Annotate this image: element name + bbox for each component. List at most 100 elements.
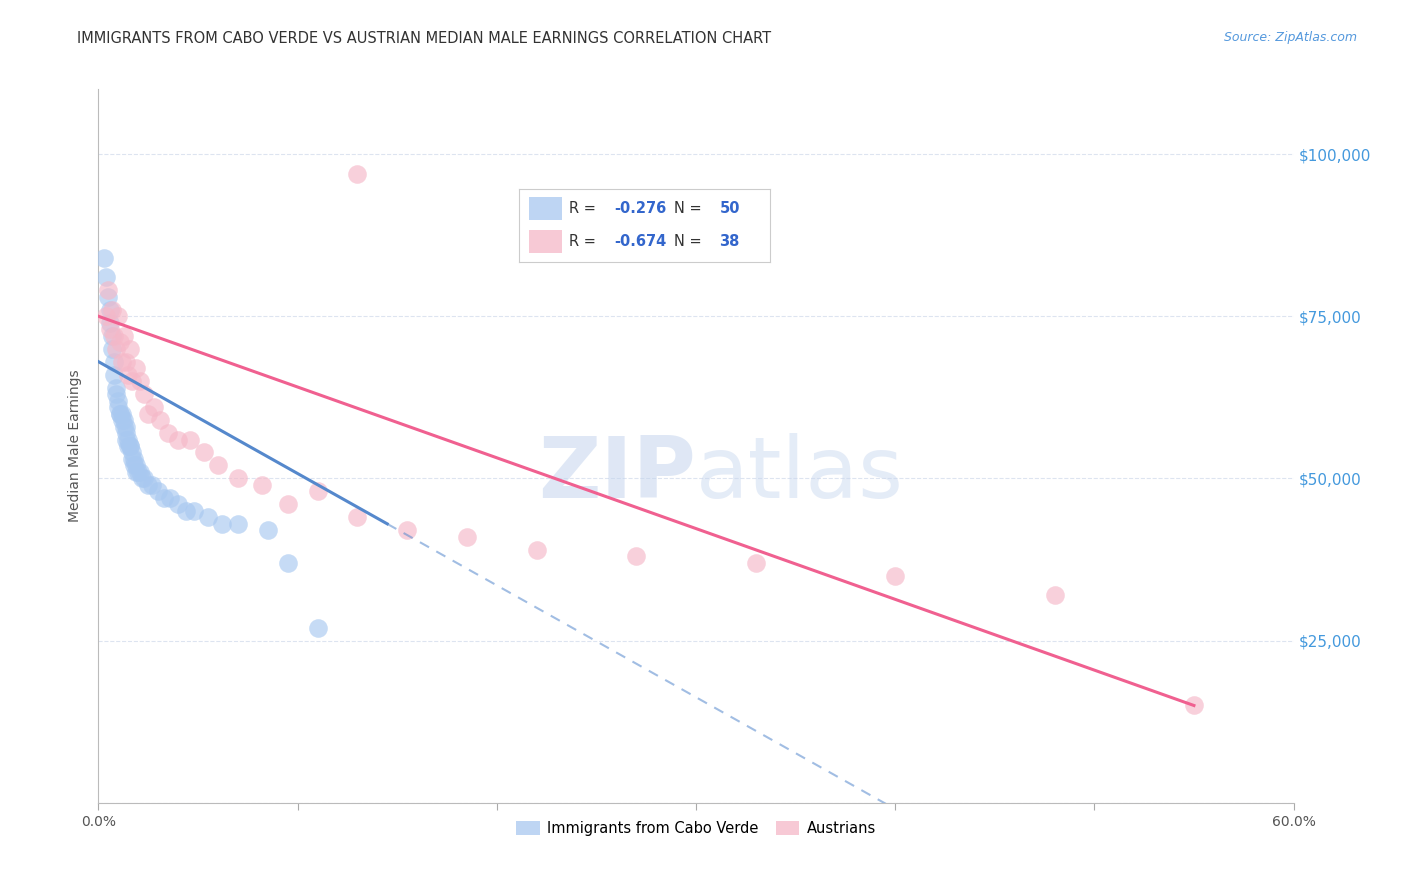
Point <box>124 458 146 473</box>
Point <box>120 439 142 453</box>
Point <box>745 556 768 570</box>
Point <box>105 387 128 401</box>
Point <box>153 491 176 505</box>
Point <box>93 251 115 265</box>
Text: -0.276: -0.276 <box>614 201 666 216</box>
Text: IMMIGRANTS FROM CABO VERDE VS AUSTRIAN MEDIAN MALE EARNINGS CORRELATION CHART: IMMIGRANTS FROM CABO VERDE VS AUSTRIAN M… <box>77 31 772 46</box>
Point <box>626 549 648 564</box>
Point <box>307 621 329 635</box>
Point <box>183 504 205 518</box>
Point <box>103 368 125 382</box>
Point <box>136 478 159 492</box>
Point <box>112 328 135 343</box>
Point <box>101 302 124 317</box>
Point <box>143 400 166 414</box>
Point <box>98 302 122 317</box>
Text: N =: N = <box>675 201 707 216</box>
Point <box>131 471 153 485</box>
Point <box>125 458 148 473</box>
Point <box>226 471 249 485</box>
Point <box>103 328 125 343</box>
Point <box>105 342 128 356</box>
Point <box>207 458 229 473</box>
Point <box>134 387 156 401</box>
Point <box>307 484 329 499</box>
Point <box>127 465 149 479</box>
Point <box>98 322 122 336</box>
Text: N =: N = <box>675 234 707 249</box>
Bar <box>529 230 561 253</box>
Point <box>157 425 180 440</box>
Point <box>134 471 156 485</box>
Point <box>193 445 215 459</box>
Point <box>107 393 129 408</box>
Point <box>107 400 129 414</box>
Point <box>125 465 148 479</box>
Point <box>97 290 120 304</box>
Point <box>105 381 128 395</box>
Y-axis label: Median Male Earnings: Median Male Earnings <box>69 369 83 523</box>
Bar <box>529 196 561 219</box>
Point <box>107 310 129 324</box>
Point <box>121 452 143 467</box>
Point <box>129 465 152 479</box>
Point <box>110 407 132 421</box>
Point <box>112 419 135 434</box>
Point <box>148 484 170 499</box>
Point <box>456 530 478 544</box>
Point <box>120 439 142 453</box>
Point <box>121 445 143 459</box>
Point <box>111 413 134 427</box>
Point <box>97 283 120 297</box>
Point <box>111 407 134 421</box>
Point <box>125 361 148 376</box>
Point <box>124 452 146 467</box>
Point <box>115 354 138 368</box>
Point <box>103 354 125 368</box>
Point <box>112 413 135 427</box>
Legend: Immigrants from Cabo Verde, Austrians: Immigrants from Cabo Verde, Austrians <box>510 815 882 842</box>
Point <box>111 354 134 368</box>
Point <box>115 425 138 440</box>
Point <box>101 328 124 343</box>
Point <box>129 374 152 388</box>
Point <box>96 310 118 324</box>
Point <box>346 510 368 524</box>
Point <box>346 167 368 181</box>
Point <box>884 568 907 582</box>
Text: -0.674: -0.674 <box>614 234 666 249</box>
Point <box>211 516 233 531</box>
Point <box>96 270 118 285</box>
Point <box>141 478 163 492</box>
Point <box>167 497 190 511</box>
Point <box>526 542 548 557</box>
Point <box>159 491 181 505</box>
Text: R =: R = <box>569 201 600 216</box>
Point <box>117 433 139 447</box>
Point <box>136 407 159 421</box>
Point <box>121 374 143 388</box>
Text: 50: 50 <box>720 201 740 216</box>
Point <box>250 478 273 492</box>
Point <box>179 433 201 447</box>
Point <box>117 368 139 382</box>
Point <box>197 510 219 524</box>
Point <box>115 433 138 447</box>
Point <box>226 516 249 531</box>
Point <box>277 556 299 570</box>
Point <box>149 413 172 427</box>
Point <box>98 316 122 330</box>
Point <box>110 407 132 421</box>
Point <box>174 504 197 518</box>
Text: atlas: atlas <box>696 433 904 516</box>
Point <box>110 335 132 350</box>
Point <box>256 524 278 538</box>
Point <box>396 524 419 538</box>
Text: 38: 38 <box>720 234 740 249</box>
Text: Source: ZipAtlas.com: Source: ZipAtlas.com <box>1223 31 1357 45</box>
Text: ZIP: ZIP <box>538 433 696 516</box>
Point <box>120 342 142 356</box>
Point <box>277 497 299 511</box>
Point <box>115 419 138 434</box>
Point <box>1182 698 1205 713</box>
